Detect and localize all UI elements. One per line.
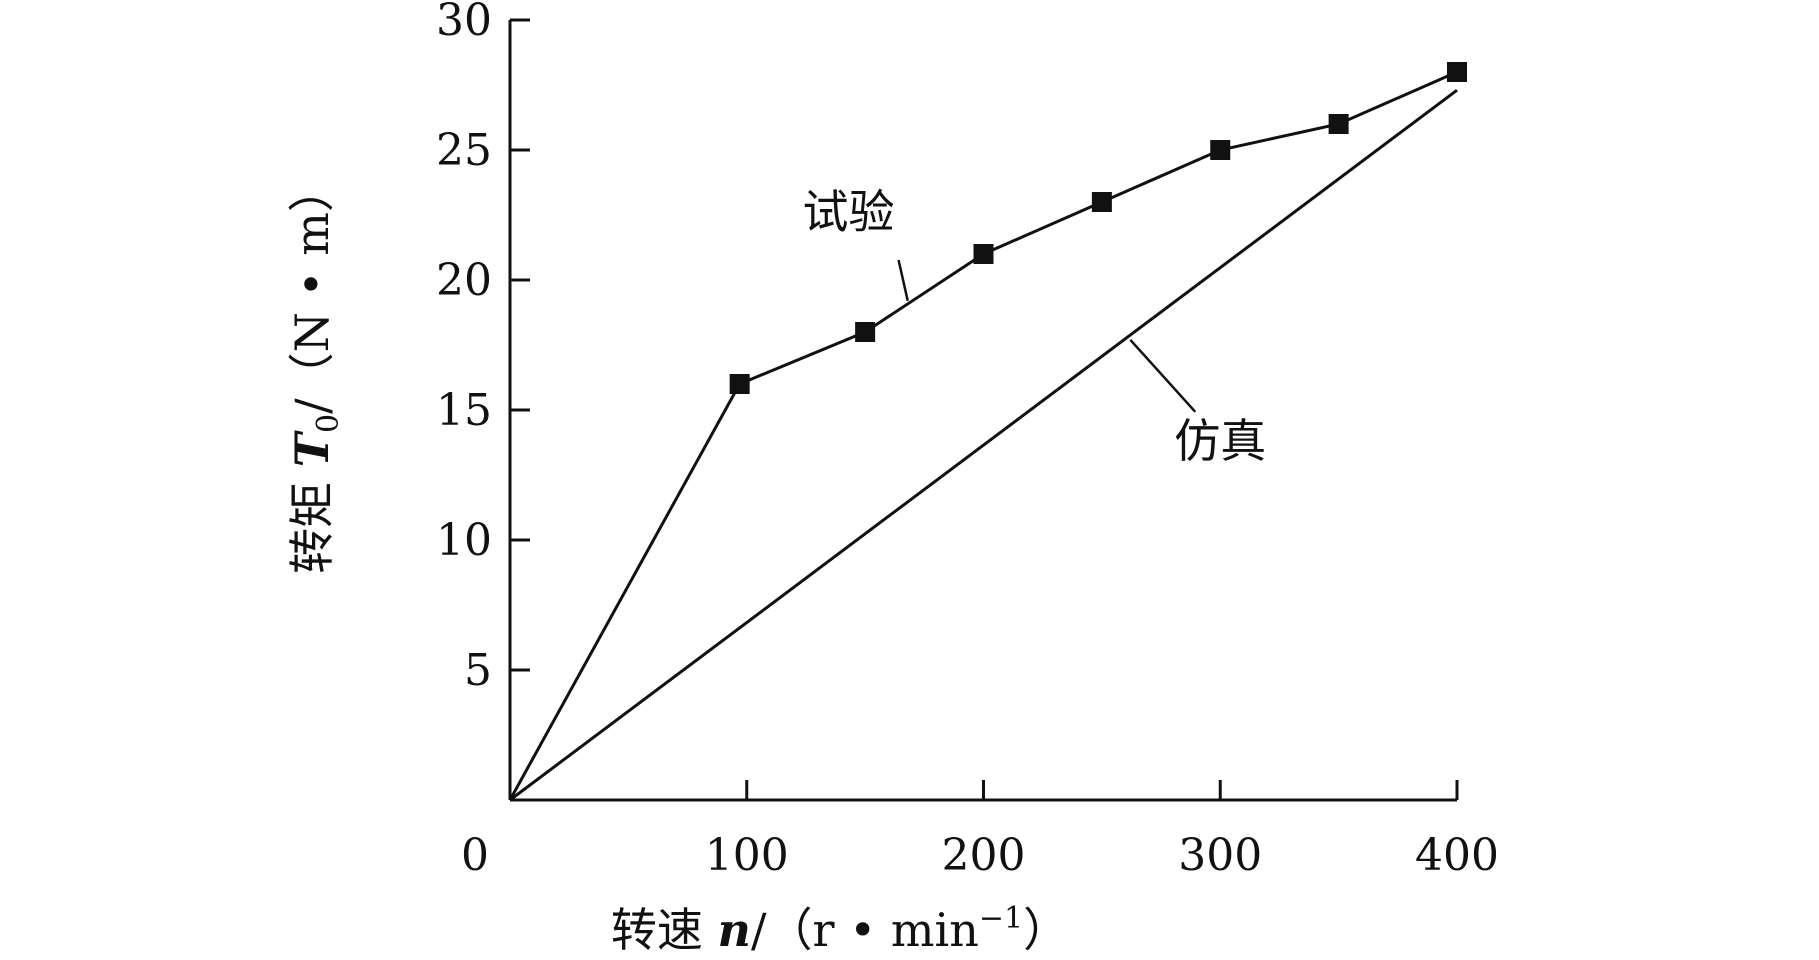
data-point-marker — [1210, 140, 1231, 160]
x-tick-label: 300 — [1178, 830, 1262, 881]
data-point-marker — [973, 244, 994, 264]
x-tick-label: 0 — [461, 830, 489, 881]
y-tick-label: 20 — [436, 255, 492, 306]
series-line-0 — [508, 70, 1458, 801]
y-tick-label: 5 — [464, 645, 492, 696]
x-tick-label: 200 — [942, 830, 1026, 881]
x-tick-label: 400 — [1415, 830, 1499, 881]
y-tick-label: 10 — [436, 515, 492, 566]
annotation-label: 仿真 — [1174, 414, 1266, 468]
annotation-label: 试验 — [803, 185, 895, 239]
data-point-marker — [1091, 192, 1112, 212]
y-axis-title: 转矩 T0/（N • m） — [285, 166, 346, 574]
data-point-marker — [1447, 62, 1467, 82]
annotation-leader — [1129, 338, 1197, 413]
series-layer — [508, 62, 1467, 802]
y-tick-label: 30 — [436, 0, 492, 46]
annotation-leader — [897, 259, 909, 302]
data-point-marker — [729, 374, 750, 394]
y-tick-label: 25 — [436, 125, 492, 176]
x-axis-title: 转速 n/（r • min−1） — [611, 901, 1069, 957]
data-point-marker — [1328, 114, 1349, 134]
y-tick-label: 15 — [436, 385, 492, 436]
x-tick-label: 100 — [705, 830, 789, 881]
data-point-marker — [855, 322, 876, 342]
series-line-1 — [509, 88, 1458, 802]
